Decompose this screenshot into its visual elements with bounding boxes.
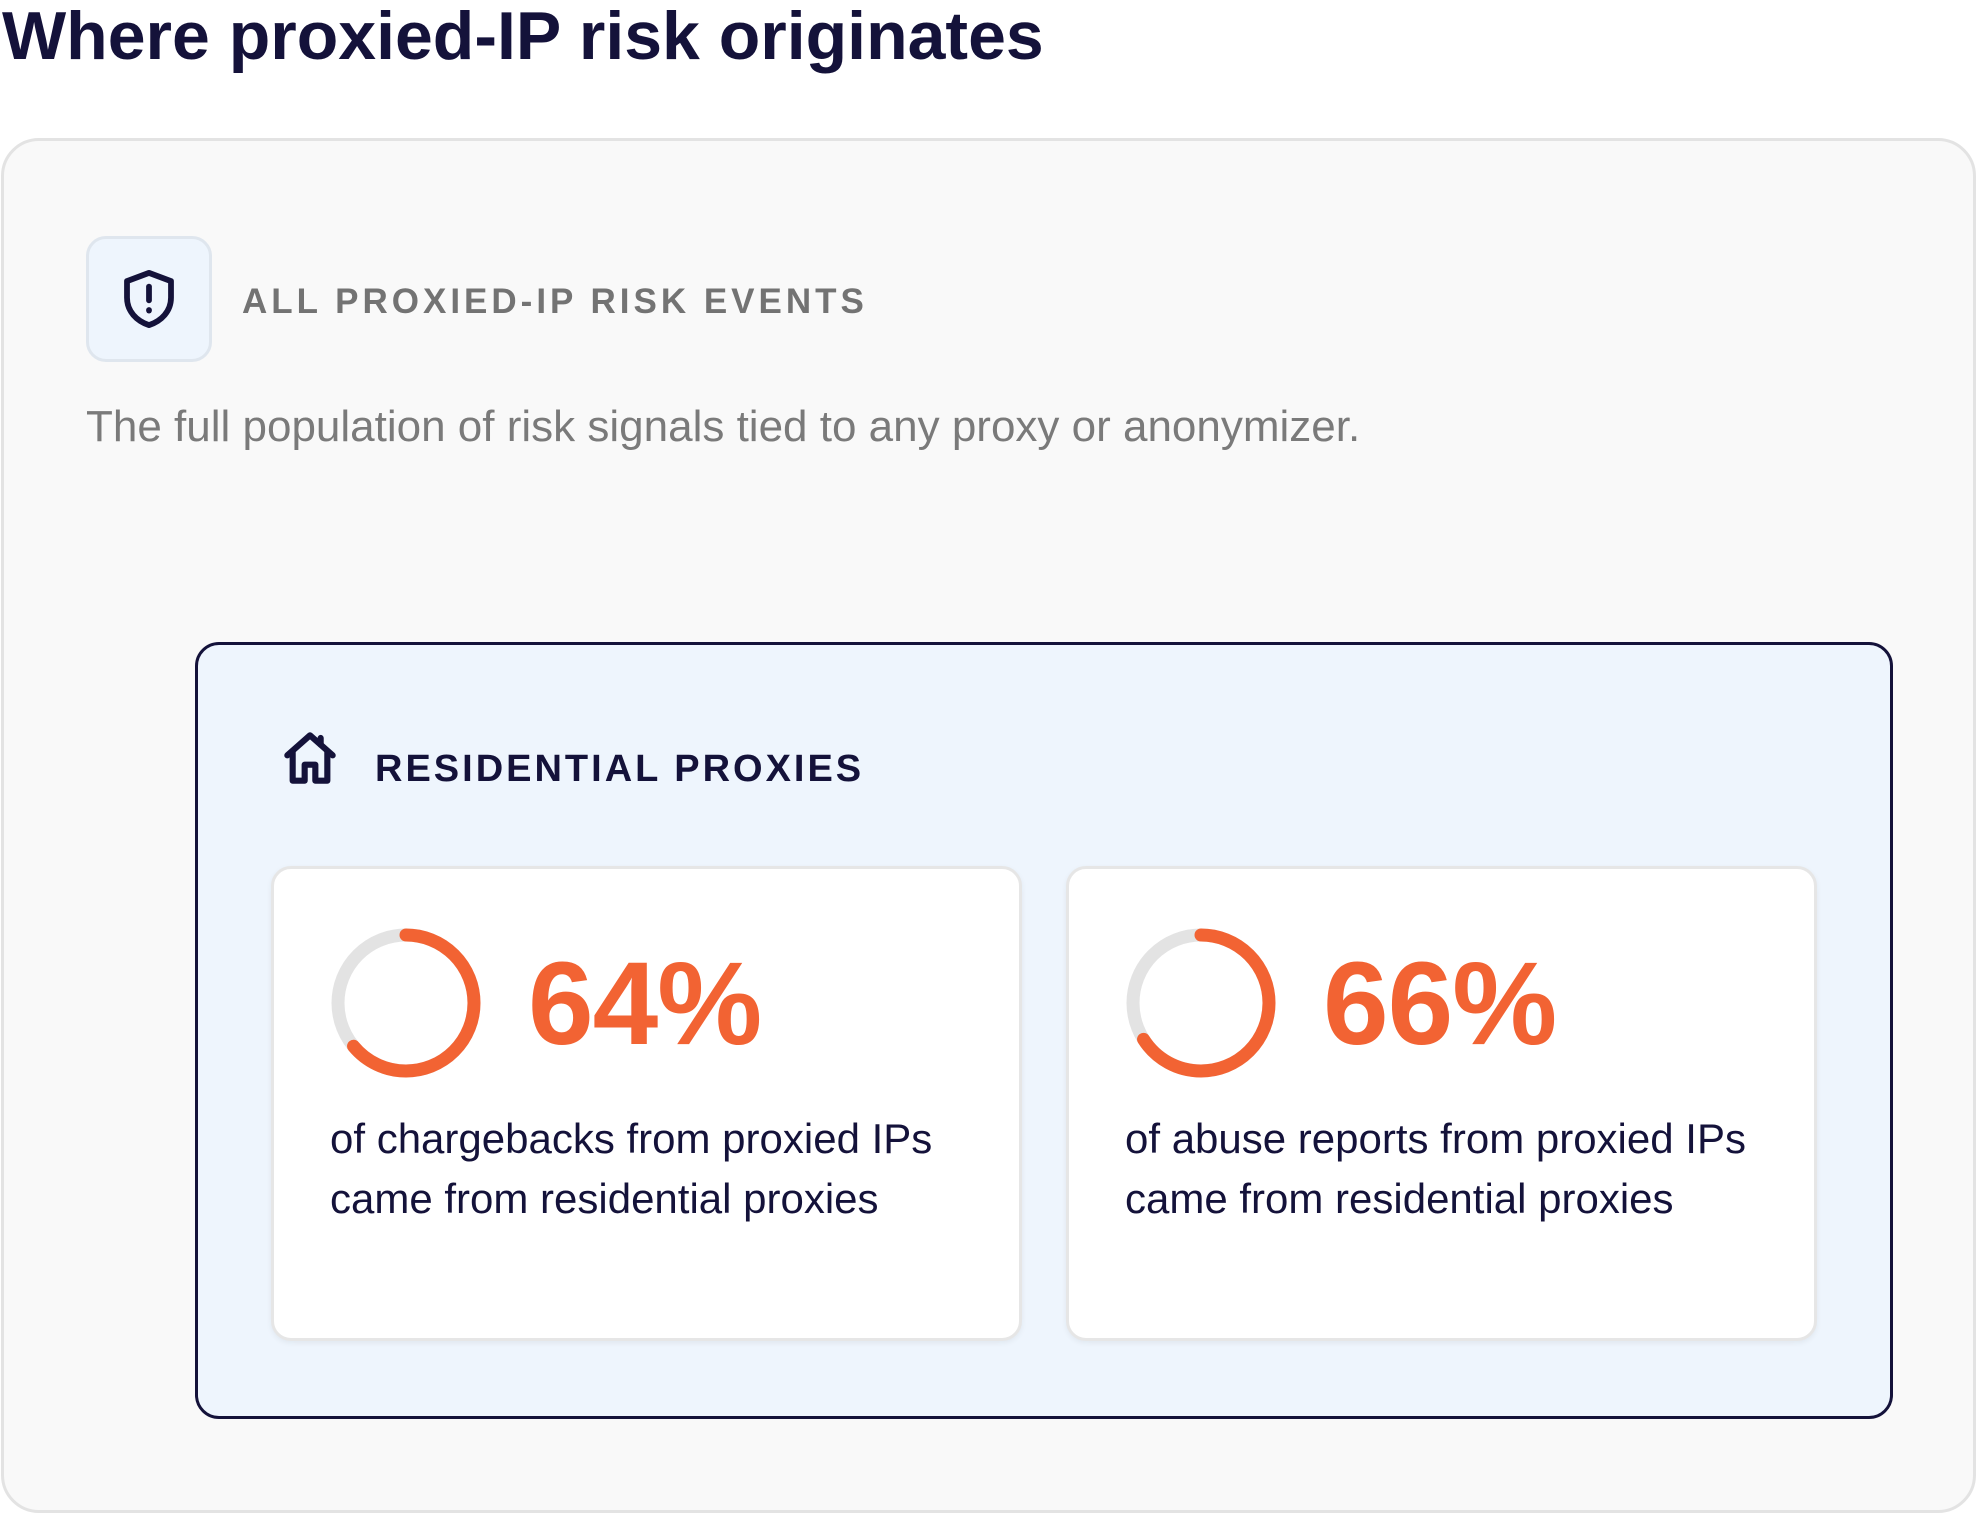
progress-ring	[1125, 927, 1277, 1079]
progress-ring	[330, 927, 482, 1079]
home-icon-wrap	[278, 726, 342, 790]
stat-value: 64%	[528, 938, 762, 1070]
stat-card-abuse-reports: 66% of abuse reports from proxied IPs ca…	[1066, 866, 1817, 1341]
stat-description: of abuse reports from proxied IPs came f…	[1125, 1115, 1746, 1222]
all-events-label: ALL PROXIED-IP RISK EVENTS	[242, 282, 868, 321]
stat-description: of chargebacks from proxied IPs came fro…	[330, 1115, 933, 1222]
all-events-description: The full population of risk signals tied…	[86, 402, 1361, 451]
home-icon	[284, 732, 336, 784]
page-title: Where proxied-IP risk originates	[2, 0, 1044, 74]
residential-proxies-label: RESIDENTIAL PROXIES	[375, 748, 865, 790]
ring-fill	[331, 928, 481, 1078]
stat-card-chargebacks: 64% of chargebacks from proxied IPs came…	[271, 866, 1022, 1341]
shield-icon-box	[86, 236, 212, 362]
ring-fill	[1126, 928, 1276, 1078]
shield-alert-icon	[124, 269, 174, 329]
stat-value: 66%	[1323, 938, 1557, 1070]
